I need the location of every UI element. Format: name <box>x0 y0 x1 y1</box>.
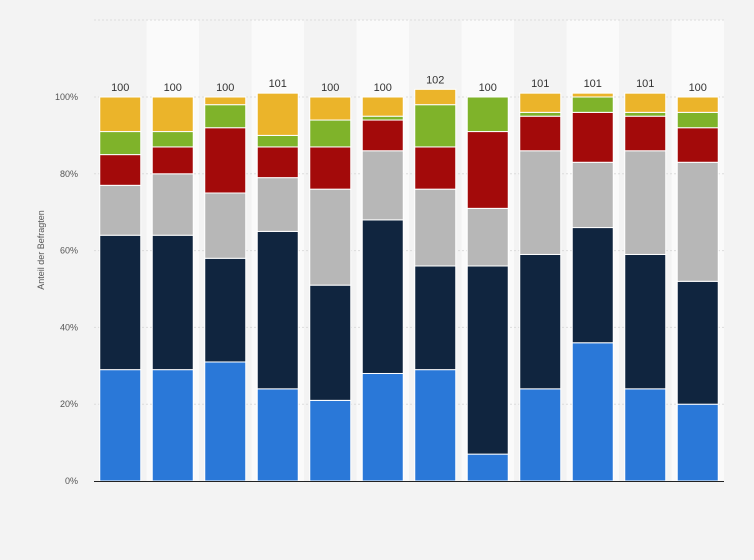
bar-segment <box>624 92 667 113</box>
bar-segment <box>204 192 247 259</box>
bar-segment <box>519 115 562 152</box>
bar-segment <box>519 253 562 390</box>
bar-segment <box>571 227 614 344</box>
bar-segment <box>256 177 299 232</box>
bar-segment <box>309 146 352 190</box>
total-label: 100 <box>111 82 129 94</box>
bar-segment <box>309 188 352 286</box>
bar-segment <box>414 369 457 482</box>
bar-segment <box>309 399 352 482</box>
total-label: 101 <box>636 78 654 90</box>
y-tick-label: 80% <box>60 169 78 179</box>
bar-segment <box>676 403 719 482</box>
bar-segment <box>99 184 142 236</box>
total-label: 100 <box>164 82 182 94</box>
bar-segment <box>151 234 194 371</box>
total-label: 101 <box>269 78 287 90</box>
bar-segment <box>624 253 667 390</box>
total-label: 100 <box>689 82 707 94</box>
bar-segment <box>676 280 719 405</box>
bar-segment <box>571 92 614 98</box>
bar-segment <box>309 119 352 148</box>
bar-segment <box>466 265 509 455</box>
bar-segment <box>676 111 719 129</box>
total-label: 100 <box>321 82 339 94</box>
bar-segment <box>151 173 194 236</box>
bar-segment <box>466 96 509 133</box>
bar-segment <box>571 111 614 163</box>
bar-segment <box>624 150 667 255</box>
bar-segment <box>151 146 194 175</box>
bar-segment <box>204 96 247 106</box>
bar-segment <box>624 115 667 152</box>
bar-segment <box>361 96 404 117</box>
y-axis-title: Anteil der Befragten <box>36 210 46 290</box>
bar-segment <box>256 134 299 148</box>
bar-segment <box>151 131 194 148</box>
bar-segment <box>519 388 562 482</box>
bar-segment <box>361 372 404 482</box>
bar-segment <box>414 188 457 267</box>
bar-segment <box>256 230 299 390</box>
bar-segment <box>99 131 142 156</box>
bar-segment <box>361 115 404 121</box>
bar-segment <box>519 111 562 117</box>
bar-segment <box>309 96 352 121</box>
bar-segment <box>256 146 299 179</box>
bar-segment <box>99 154 142 186</box>
bar-segment <box>571 161 614 229</box>
bar-segment <box>414 88 457 106</box>
total-label: 101 <box>531 78 549 90</box>
gridlines <box>94 19 724 405</box>
bar-segment <box>414 104 457 148</box>
bar-segment <box>676 96 719 113</box>
bar-segment <box>571 342 614 482</box>
y-tick-label: 100% <box>55 92 78 102</box>
bar-segment <box>204 361 247 482</box>
bar-segment <box>361 219 404 374</box>
bar-segment <box>309 284 352 401</box>
bars <box>99 88 719 482</box>
bar-segment <box>466 131 509 209</box>
bar-segment <box>204 257 247 363</box>
bar-segment <box>414 146 457 190</box>
total-label: 100 <box>374 82 392 94</box>
bar-segment <box>571 96 614 113</box>
total-labels: 100 100 100 101 100 100 102 100 101 101 101 100 <box>111 74 707 94</box>
bar-segment <box>256 388 299 482</box>
y-tick-label: 40% <box>60 322 78 332</box>
bar-segment <box>519 92 562 113</box>
y-tick-label: 0% <box>65 476 78 486</box>
bar-segment <box>99 96 142 133</box>
total-label: 101 <box>584 78 602 90</box>
bar-segment <box>204 127 247 194</box>
bar-segment <box>519 150 562 255</box>
total-label: 100 <box>216 82 234 94</box>
bar-segment <box>151 96 194 133</box>
bar-segment <box>99 369 142 482</box>
bar-segment <box>466 207 509 267</box>
bar-segment <box>624 111 667 117</box>
bar-segment <box>676 127 719 163</box>
bar-segment <box>361 119 404 152</box>
bar-segment <box>361 150 404 221</box>
bar-segment <box>256 92 299 136</box>
bar-segment <box>624 388 667 482</box>
y-tick-label: 60% <box>60 246 78 256</box>
bar-segment <box>414 265 457 371</box>
bar-segment <box>204 104 247 129</box>
bar-segment <box>151 369 194 482</box>
bar-segment <box>99 234 142 371</box>
bar-segment <box>676 161 719 282</box>
total-label: 100 <box>479 82 497 94</box>
y-tick-label: 20% <box>60 399 78 409</box>
total-label: 102 <box>426 74 444 86</box>
bar-segment <box>466 453 509 482</box>
y-axis: 0% 20% 40% 60% 80% 100% <box>55 92 724 486</box>
